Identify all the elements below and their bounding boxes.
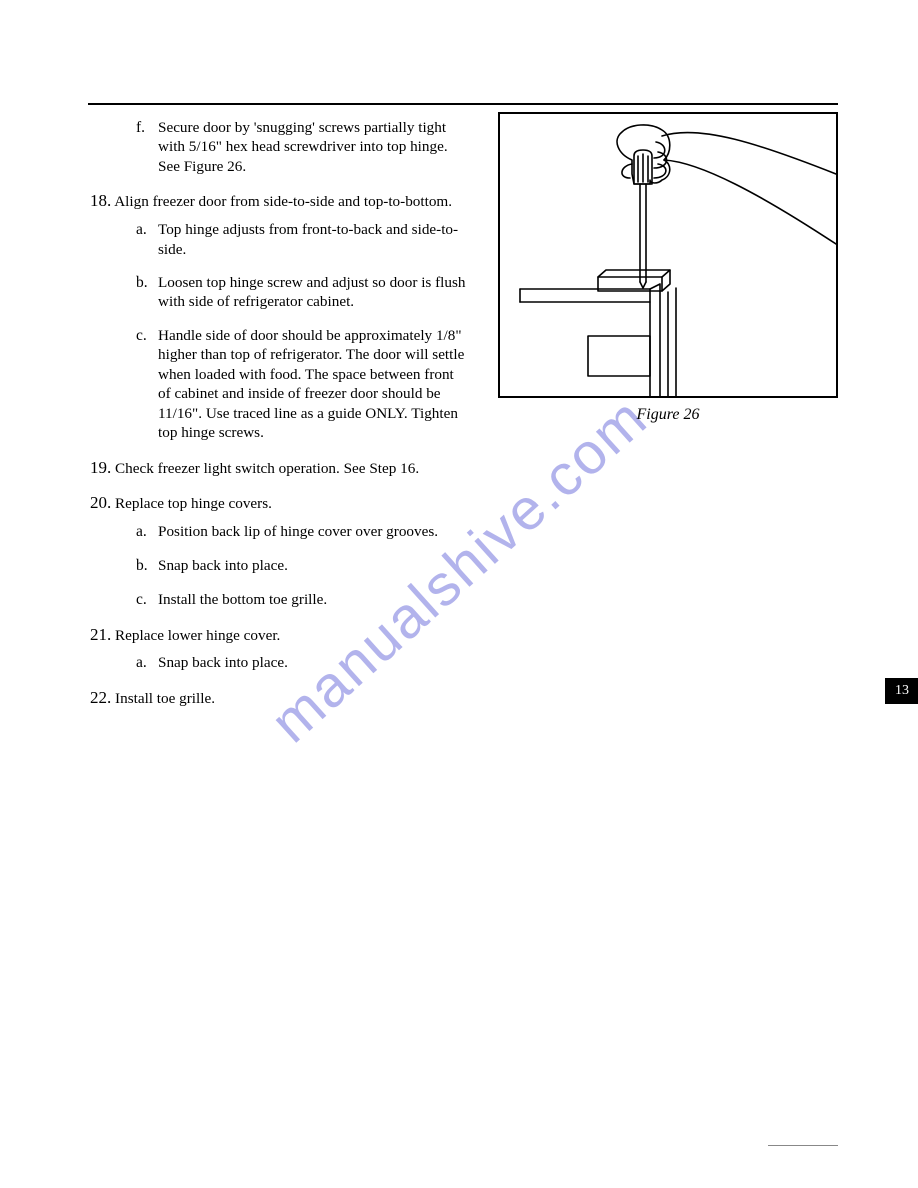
content-columns: f. Secure door by 'snugging' screws part… — [90, 112, 838, 717]
step-20-subs: a. Position back lip of hinge cover over… — [136, 522, 468, 609]
top-rule — [88, 103, 838, 105]
step-18: 18. Align freezer door from side-to-side… — [90, 190, 468, 212]
step-number: 19. — [90, 458, 111, 477]
step-22: 22. Install toe grille. — [90, 687, 468, 709]
figure-26-illustration — [500, 114, 836, 396]
step-text: Check freezer light switch operation. Se… — [115, 460, 419, 477]
step-text: Align freezer door from side-to-side and… — [114, 193, 452, 210]
sub-text: Secure door by 'snugging' screws partial… — [158, 118, 468, 176]
sub-marker: a. — [136, 220, 158, 259]
step-21-subs: a. Snap back into place. — [136, 653, 468, 673]
sub-item: a. Top hinge adjusts from front-to-back … — [136, 220, 468, 259]
step-18-subs: a. Top hinge adjusts from front-to-back … — [136, 220, 468, 443]
step-number: 22. — [90, 688, 111, 707]
page-number-badge: 13 — [885, 678, 918, 704]
sub-marker: b. — [136, 273, 158, 312]
sub-text: Loosen top hinge screw and adjust so doo… — [158, 273, 468, 312]
sub-item: c. Handle side of door should be approxi… — [136, 326, 468, 443]
sub-item: f. Secure door by 'snugging' screws part… — [136, 118, 468, 176]
step-text: Replace lower hinge cover. — [115, 627, 280, 644]
step-number: 18. — [90, 191, 111, 210]
sub-marker: c. — [136, 326, 158, 443]
figure-26-caption: Figure 26 — [498, 406, 838, 424]
step-number: 20. — [90, 493, 111, 512]
sub-text: Top hinge adjusts from front-to-back and… — [158, 220, 468, 259]
left-column: f. Secure door by 'snugging' screws part… — [90, 112, 468, 717]
right-column: Figure 26 — [498, 112, 838, 717]
sub-marker: b. — [136, 556, 158, 576]
step-text: Install toe grille. — [115, 690, 215, 707]
sub-text: Position back lip of hinge cover over gr… — [158, 522, 468, 542]
page: manualshive.com f. Secure door by 'snugg… — [0, 0, 918, 1188]
sub-marker: a. — [136, 522, 158, 542]
sub-item: b. Loosen top hinge screw and adjust so … — [136, 273, 468, 312]
step-20: 20. Replace top hinge covers. — [90, 492, 468, 514]
sub-item: c. Install the bottom toe grille. — [136, 590, 468, 610]
sub-item: a. Snap back into place. — [136, 653, 468, 673]
scan-artifact-line — [768, 1145, 838, 1146]
step-text: Replace top hinge covers. — [115, 495, 272, 512]
sub-text: Handle side of door should be approximat… — [158, 326, 468, 443]
sub-item: b. Snap back into place. — [136, 556, 468, 576]
sub-item: a. Position back lip of hinge cover over… — [136, 522, 468, 542]
step-number: 21. — [90, 625, 111, 644]
sub-text: Snap back into place. — [158, 556, 468, 576]
step-19: 19. Check freezer light switch operation… — [90, 457, 468, 479]
sub-marker: c. — [136, 590, 158, 610]
sub-marker: f. — [136, 118, 158, 176]
pre-substeps: f. Secure door by 'snugging' screws part… — [136, 118, 468, 176]
figure-26-box — [498, 112, 838, 398]
step-21: 21. Replace lower hinge cover. — [90, 624, 468, 646]
sub-marker: a. — [136, 653, 158, 673]
sub-text: Snap back into place. — [158, 653, 468, 673]
sub-text: Install the bottom toe grille. — [158, 590, 468, 610]
